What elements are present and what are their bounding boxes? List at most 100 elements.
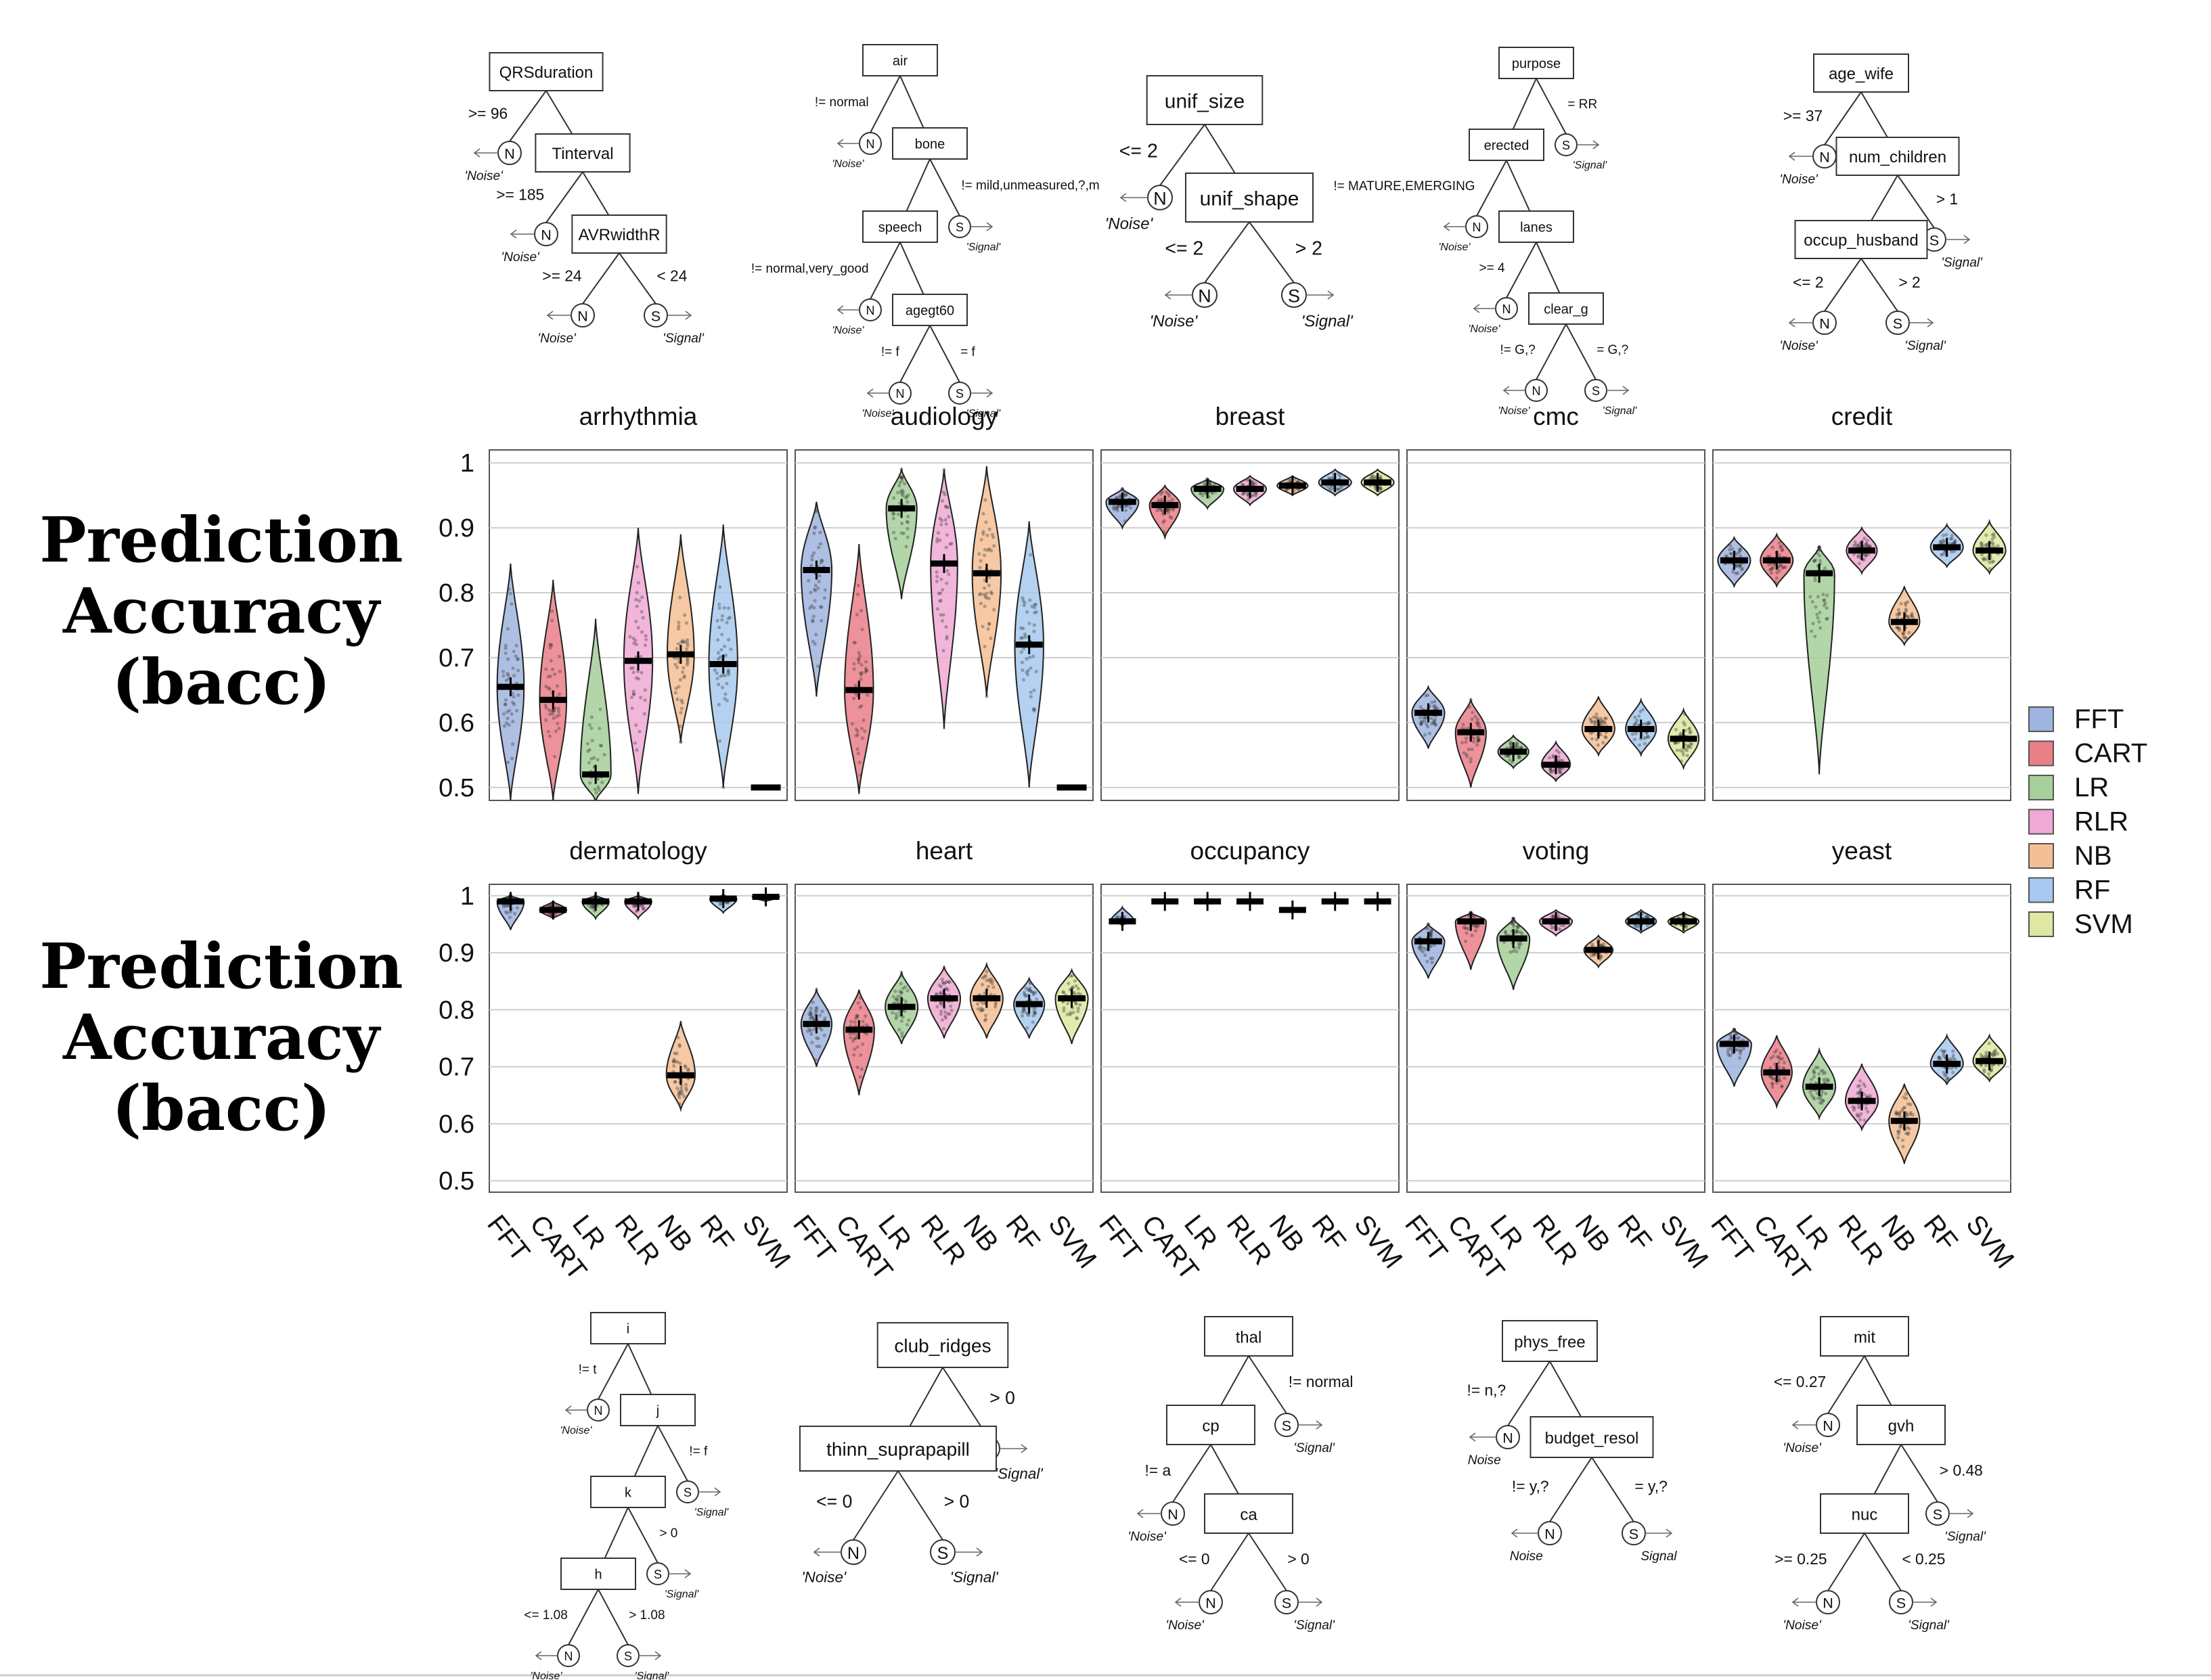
data-point (812, 587, 817, 591)
tree-edge-label: != MATURE,EMERGING (1333, 179, 1475, 194)
data-point (860, 736, 864, 740)
data-point (1647, 735, 1651, 740)
data-point (1511, 917, 1515, 921)
data-point (682, 675, 686, 679)
data-point (629, 666, 633, 671)
tree-leaf-text: 'Noise' (530, 1671, 562, 1680)
data-point (1816, 1066, 1820, 1070)
data-point (1429, 721, 1433, 726)
data-point (1738, 564, 1743, 568)
tree-arrowhead (1592, 140, 1600, 150)
tree-node (571, 214, 667, 254)
tree-arrowhead (1473, 304, 1480, 313)
data-point (856, 752, 860, 756)
data-point (1161, 520, 1165, 524)
tree-leaf-text: 'Signal' (1301, 313, 1354, 331)
data-point (1897, 612, 1902, 616)
data-point (1896, 1136, 1900, 1140)
data-point (1909, 614, 1913, 618)
data-point (1032, 623, 1036, 627)
data-point (896, 491, 900, 495)
data-point (679, 740, 683, 744)
tree-leaf-text: 'Signal' (694, 1507, 730, 1518)
data-point (1021, 668, 1025, 673)
data-point (673, 1060, 677, 1064)
data-point (1808, 1090, 1812, 1094)
data-point (1853, 540, 1857, 544)
tree-node-label: air (893, 53, 908, 68)
data-point (1074, 1002, 1078, 1006)
tree-edge (942, 1367, 988, 1437)
data-point (1858, 1090, 1862, 1094)
data-point (1776, 1055, 1780, 1059)
data-point (946, 1012, 950, 1016)
data-point (1519, 942, 1523, 946)
data-point (1769, 567, 1773, 571)
data-point (640, 595, 644, 599)
tree-node-label: unif_shape (1200, 188, 1299, 210)
data-point (1783, 1076, 1787, 1081)
data-point (633, 903, 638, 907)
data-point (638, 729, 642, 733)
data-point (552, 716, 556, 720)
y-tick-label: 0.5 (439, 1167, 474, 1196)
data-point (1026, 668, 1030, 673)
data-point (1470, 933, 1474, 938)
data-point (1599, 719, 1604, 723)
data-point (816, 1037, 820, 1041)
y-tick-label: 0.9 (439, 514, 474, 543)
data-point (1738, 563, 1742, 567)
data-point (1561, 758, 1565, 763)
data-point (1782, 1060, 1786, 1065)
data-point (1780, 1085, 1784, 1089)
data-point (943, 493, 947, 497)
data-point (1032, 688, 1036, 692)
tree-edge-label: > 0 (1287, 1550, 1309, 1568)
tree-edge (1204, 221, 1250, 283)
data-point (594, 798, 598, 800)
tree-arrowhead (1788, 318, 1795, 327)
data-point (818, 1014, 822, 1018)
tree-leaf-letter: N (847, 1544, 859, 1563)
decision-tree: iN'Noise'!= tjS'Signal'!= fkS'Signal'> 0… (524, 1312, 730, 1680)
tree-arrowhead (1469, 1432, 1476, 1442)
data-point (718, 585, 722, 589)
data-point (552, 708, 556, 712)
tree-leaf-letter: S (1282, 1594, 1291, 1611)
data-point (1984, 1053, 1988, 1057)
data-point (723, 653, 728, 658)
data-point (679, 706, 684, 710)
y-tick-label: 1 (460, 882, 474, 911)
data-point (1941, 552, 1945, 556)
data-point (820, 1028, 824, 1032)
data-point (1982, 1068, 1986, 1072)
tree-node-label: cp (1202, 1417, 1219, 1435)
tree-edge (598, 1343, 629, 1400)
data-point (677, 1090, 681, 1094)
data-point (1592, 720, 1596, 724)
data-point (548, 675, 552, 679)
data-point (1938, 539, 1942, 544)
data-point (1937, 1055, 1941, 1060)
data-point (859, 1067, 864, 1071)
tree-edge-label: != mild,unmeasured,?,m (961, 179, 1099, 193)
tree-leaf-letter: N (1502, 302, 1511, 316)
tree-leaf-letter: N (1205, 1594, 1216, 1611)
data-point (993, 1005, 998, 1009)
tree-edge (1565, 323, 1596, 380)
tree-leaf-letter: N (1532, 384, 1541, 398)
tree-node (489, 52, 604, 91)
data-point (1593, 721, 1597, 725)
data-point (1728, 1037, 1733, 1041)
data-point (939, 1009, 943, 1014)
data-point (905, 520, 909, 524)
data-point (1732, 1028, 1736, 1032)
data-point (1726, 1053, 1730, 1057)
data-point (1864, 1094, 1869, 1098)
data-point (1899, 601, 1903, 606)
data-point (1076, 1009, 1080, 1014)
data-point (1812, 559, 1816, 563)
data-point (865, 1032, 869, 1036)
data-point (1689, 742, 1693, 746)
data-point (1431, 719, 1436, 723)
